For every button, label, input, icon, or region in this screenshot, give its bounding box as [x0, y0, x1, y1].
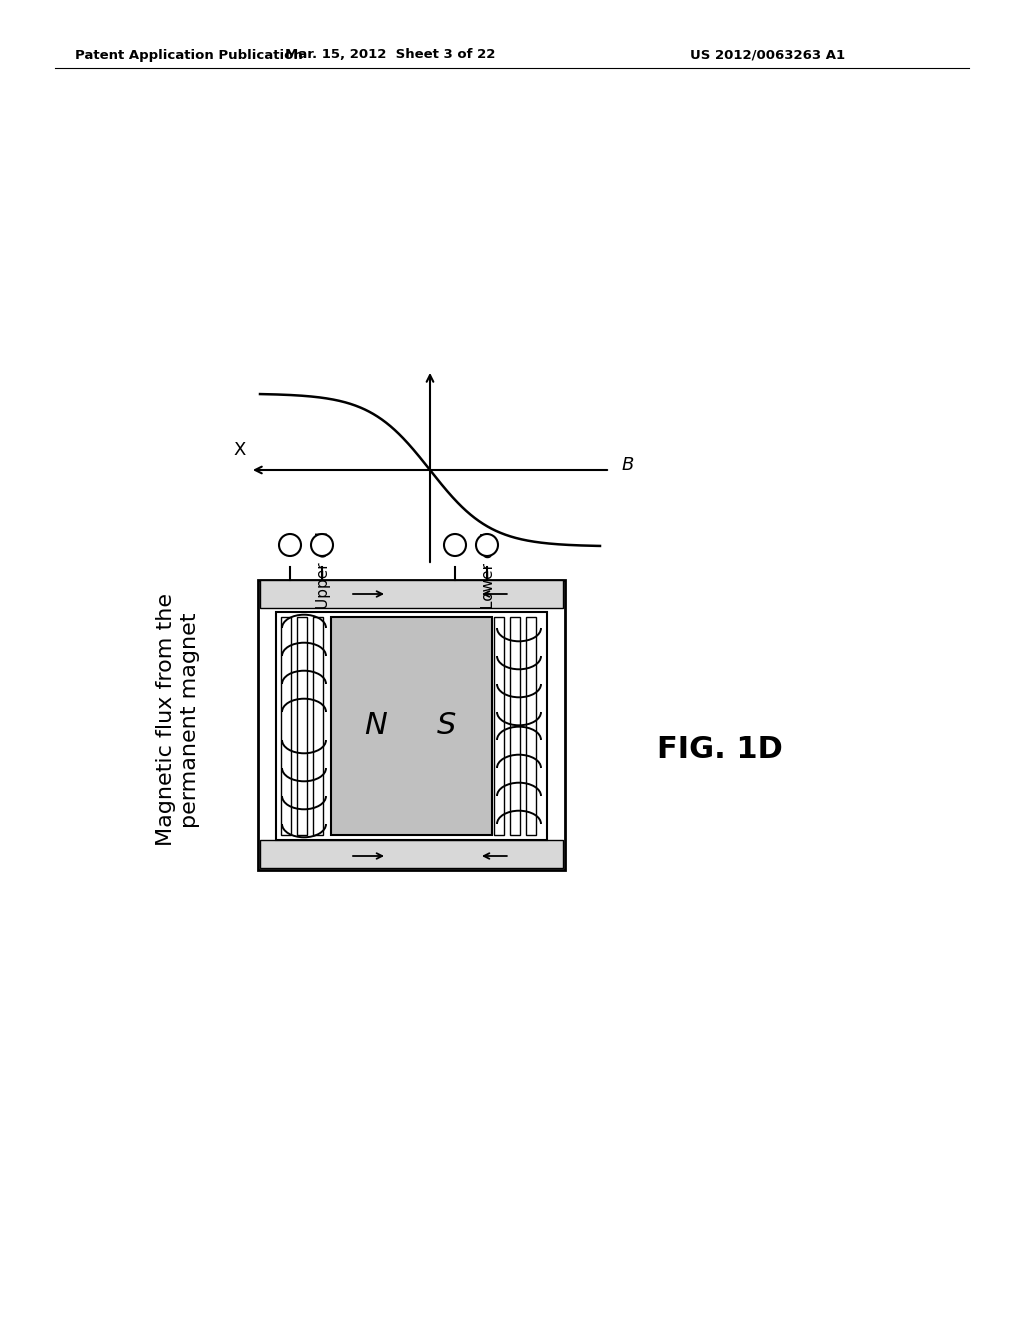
Bar	[260, 840, 563, 869]
Bar	[297, 616, 307, 836]
Circle shape	[444, 535, 466, 556]
Text: N: N	[365, 711, 387, 741]
Circle shape	[279, 535, 301, 556]
Text: X: X	[233, 441, 246, 459]
Text: Upper coil: Upper coil	[316, 531, 331, 609]
Text: Magnetic flux from the
permanent magnet: Magnetic flux from the permanent magnet	[157, 594, 200, 846]
Bar	[494, 616, 504, 836]
Text: FIG. 1D: FIG. 1D	[657, 735, 783, 764]
Bar	[276, 612, 547, 840]
Bar	[510, 616, 520, 836]
Circle shape	[476, 535, 498, 556]
Text: B: B	[622, 455, 635, 474]
Bar	[260, 579, 563, 609]
Bar	[313, 616, 323, 836]
Circle shape	[311, 535, 333, 556]
Text: Mar. 15, 2012  Sheet 3 of 22: Mar. 15, 2012 Sheet 3 of 22	[285, 49, 496, 62]
Bar	[281, 616, 291, 836]
Bar	[331, 616, 492, 836]
Bar	[258, 579, 565, 870]
Text: Lower coil: Lower coil	[481, 532, 496, 609]
Text: Patent Application Publication: Patent Application Publication	[75, 49, 303, 62]
Text: US 2012/0063263 A1: US 2012/0063263 A1	[690, 49, 845, 62]
Bar	[526, 616, 536, 836]
Text: S: S	[437, 711, 457, 741]
